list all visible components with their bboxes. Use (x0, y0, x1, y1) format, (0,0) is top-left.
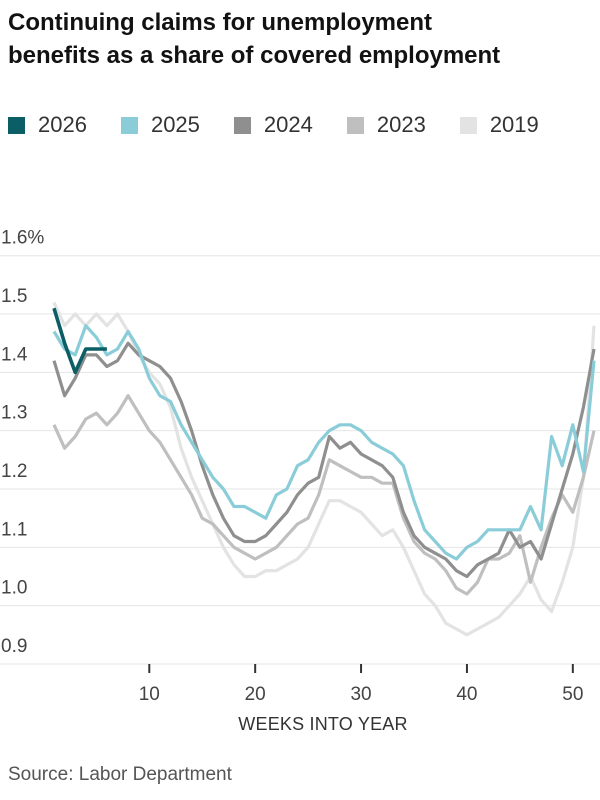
y-axis-tick-label: 1.5 (1, 286, 27, 307)
chart-title-line2: benefits as a share of covered employmen… (8, 42, 501, 70)
legend-label: 2019 (489, 112, 539, 137)
legend-item-2025: 2025 (120, 112, 200, 138)
y-axis-tick-label: 1.1 (1, 519, 27, 540)
x-axis-tick-label: 40 (456, 684, 477, 705)
y-axis-tick-label: 1.3 (1, 403, 27, 424)
chart-title-line1: Continuing claims for unemployment (8, 9, 433, 36)
legend-swatch-2023 (346, 116, 364, 134)
line-chart: 1.6% 1.5 1.4 1.3 1.2 1.1 1.0 0.9 10 20 30 40 50 WEEKS… (0, 228, 600, 734)
legend-swatch-2019 (459, 116, 477, 134)
legend-item-2023: 2023 (346, 112, 426, 138)
series-line-2024 (52, 341, 596, 579)
y-axis-tick-label: 1.0 (1, 578, 27, 599)
legend-item-2024: 2024 (233, 112, 313, 138)
legend-swatch-2024 (233, 116, 251, 134)
series-line-2026 (52, 307, 107, 375)
y-axis-tick-label: 0.9 (1, 636, 27, 657)
x-axis-tick-label: 30 (350, 684, 371, 705)
x-axis-tick-label: 20 (245, 684, 266, 705)
legend-swatch-2025 (120, 116, 138, 134)
y-axis-tick-label: 1.2 (1, 461, 27, 482)
chart-title: Continuing claims for unemployment benef… (8, 6, 592, 72)
legend: 2026 2025 2024 2023 2019 (8, 112, 568, 138)
legend-label: 2024 (263, 112, 313, 137)
x-axis-tick-label: 50 (562, 684, 583, 705)
series-line-2025 (52, 324, 596, 561)
y-axis-tick-label: 1.4 (1, 344, 28, 365)
source-note: Source: Labor Department (8, 764, 232, 785)
legend-label: 2025 (150, 112, 200, 137)
x-axis-tick-label: 10 (139, 684, 160, 705)
legend-item-2026: 2026 (8, 112, 87, 138)
legend-item-2019: 2019 (459, 112, 539, 138)
x-axis-title: WEEKS INTO YEAR (238, 714, 407, 734)
legend-label: 2026 (38, 112, 87, 137)
legend-swatch-2026 (8, 116, 25, 134)
legend-label: 2023 (376, 112, 426, 137)
y-axis-tick-label: 1.6% (1, 228, 44, 249)
series-line-2023 (52, 394, 596, 596)
